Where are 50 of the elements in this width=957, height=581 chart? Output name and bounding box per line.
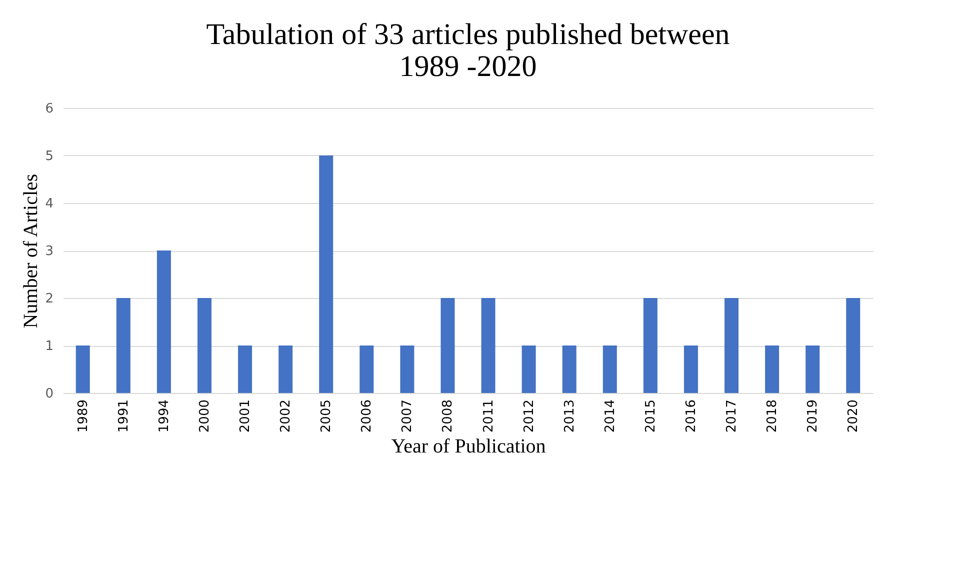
bar [806,346,820,393]
bar [360,346,374,393]
y-tick-label: 2 [45,292,54,306]
y-tick-label: 5 [45,149,54,164]
y-tick-label: 6 [45,102,54,116]
bar [278,346,293,393]
y-tick-label: 4 [45,196,54,212]
x-tick-label: 2019 [806,400,821,433]
x-tick-label: 2018 [765,400,780,433]
x-tick-label: 2000 [197,400,212,433]
x-tick-label: 2012 [522,400,537,433]
x-tick-label: 2002 [278,400,294,433]
bar [156,250,171,393]
x-tick-label: 2007 [400,400,416,433]
y-tick-label: 1 [45,339,54,354]
bar [684,346,698,393]
bar [765,346,780,393]
x-tick-label: 2013 [562,400,578,433]
x-tick-label: 2014 [602,400,618,433]
x-tick-label: 2001 [238,400,254,433]
x-tick-label: 1991 [116,400,132,433]
y-tick-label: 0 [45,386,54,402]
x-tick-label: 2016 [684,400,699,433]
bar [522,346,536,393]
bar [319,156,334,393]
x-tick-label: 2011 [481,400,496,433]
x-tick-label: 1989 [76,400,91,433]
bar [562,346,576,393]
x-axis-title: Year of Publication [391,436,546,458]
x-tick-label: 1994 [156,400,172,433]
chart-title: Tabulation of 33 articles published between 1989 -2020 [206,18,730,83]
x-tick-label: 2020 [846,400,862,433]
x-tick-label: 2015 [643,400,658,433]
bar [76,346,90,393]
bar [481,298,496,393]
bar [846,298,860,393]
bar [238,346,252,393]
bar [197,298,212,393]
bar [440,298,455,393]
y-axis-title: Number of Articles [20,174,42,328]
bar [116,298,130,393]
bar [643,298,658,393]
bar [602,346,617,393]
x-tick-label: 2017 [724,400,740,433]
y-tick-label: 3 [45,244,54,259]
x-tick-label: 2005 [319,400,334,433]
x-tick-label: 2006 [360,400,375,433]
bar [724,298,739,393]
x-tick-label: 2008 [440,400,456,433]
bar [400,346,414,393]
